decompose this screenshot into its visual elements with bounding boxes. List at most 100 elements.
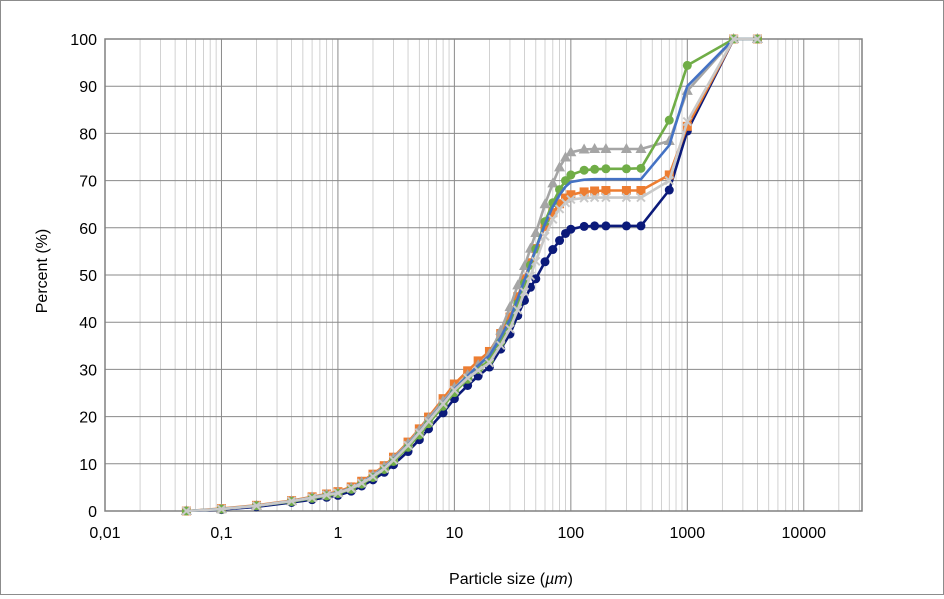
data-point: [590, 164, 600, 174]
data-point: [321, 490, 332, 500]
data-point: [548, 214, 558, 225]
data-point: [531, 256, 541, 267]
data-point: [560, 151, 572, 162]
data-point: [484, 358, 495, 368]
data-point: [589, 142, 601, 153]
data-point: [636, 192, 646, 203]
data-point: [601, 186, 611, 196]
data-point: [566, 190, 576, 200]
series-line: [186, 37, 758, 513]
data-point: [519, 287, 530, 297]
data-point: [590, 221, 600, 231]
data-point: [578, 143, 590, 154]
y-tick-label: 80: [79, 126, 97, 143]
data-point: [664, 170, 674, 180]
y-tick-labels: 0 10 20 30 40 50 60 70 80 90 100: [70, 32, 97, 521]
data-point: [635, 142, 647, 153]
data-point: [505, 324, 515, 334]
x-tick-label: 10000: [782, 525, 827, 542]
data-point: [664, 185, 674, 195]
y-tick-label: 10: [79, 457, 97, 474]
data-point: [540, 231, 550, 242]
data-point: [682, 121, 692, 131]
data-point: [423, 416, 434, 427]
data-point: [449, 385, 460, 395]
x-axis-label: Particle size (µm): [449, 571, 573, 588]
y-tick-label: 100: [70, 32, 97, 49]
data-point: [379, 463, 389, 474]
y-tick-label: 0: [88, 504, 97, 521]
data-point: [600, 142, 612, 153]
y-tick-label: 30: [79, 362, 97, 379]
x-tick-labels: 0,01 0,1 1 10 100 1000 10000: [89, 525, 826, 542]
data-point: [664, 175, 674, 186]
data-point: [403, 442, 413, 452]
data-point: [579, 221, 589, 231]
data-point: [561, 193, 571, 203]
data-point: [620, 142, 632, 153]
data-point: [462, 373, 473, 383]
data-point: [566, 224, 576, 234]
data-point: [636, 221, 646, 231]
y-tick-label: 20: [79, 410, 97, 427]
data-point: [525, 271, 536, 281]
data-point: [540, 257, 550, 267]
data-point: [664, 115, 674, 125]
data-point: [333, 488, 343, 498]
x-tick-label: 1: [333, 525, 342, 542]
data-point: [539, 198, 551, 209]
y-tick-label: 40: [79, 315, 97, 332]
data-point: [565, 146, 577, 157]
data-point: [547, 177, 559, 188]
data-point: [561, 176, 571, 186]
x-tick-label: 0,01: [89, 525, 120, 542]
x-axis-label-prefix: Particle size (: [449, 571, 546, 588]
data-point: [682, 116, 693, 127]
data-point: [621, 164, 631, 174]
data-point: [530, 226, 542, 237]
x-tick-label: 10: [445, 525, 463, 542]
series-6: [181, 34, 763, 516]
data-point: [554, 161, 566, 172]
data-point: [579, 165, 589, 175]
data-point: [307, 493, 317, 503]
x-axis-label-suffix: ): [568, 571, 573, 588]
data-point: [555, 199, 565, 209]
data-point: [388, 455, 399, 465]
x-tick-label: 100: [557, 525, 584, 542]
data-point: [728, 34, 739, 44]
data-point: [368, 471, 378, 482]
data-point: [566, 194, 576, 205]
data-point: [496, 340, 506, 351]
data-point: [589, 192, 600, 203]
data-point: [555, 236, 565, 246]
y-tick-label: 90: [79, 79, 97, 96]
data-point: [601, 164, 611, 174]
data-point: [346, 483, 356, 494]
data-point: [621, 192, 632, 203]
data-point: [601, 192, 611, 203]
data-point: [414, 427, 425, 438]
series-layer: [180, 33, 763, 516]
series-line: [186, 37, 758, 513]
data-point: [531, 274, 541, 284]
data-point: [601, 221, 611, 231]
y-axis-label: Percent (%): [34, 229, 51, 313]
y-tick-label: 50: [79, 268, 97, 285]
data-point: [251, 501, 262, 511]
data-point: [548, 245, 558, 255]
plot-area-border: [104, 38, 863, 512]
data-point: [566, 170, 576, 180]
data-point: [403, 440, 413, 451]
data-point: [579, 193, 589, 203]
data-point: [560, 198, 571, 208]
data-point: [752, 34, 763, 44]
data-point: [473, 365, 483, 376]
data-point: [663, 134, 675, 145]
data-point: [216, 504, 227, 514]
x-tick-label: 0,1: [210, 525, 232, 542]
x-tick-label: 1000: [670, 525, 706, 542]
data-point: [621, 186, 631, 196]
